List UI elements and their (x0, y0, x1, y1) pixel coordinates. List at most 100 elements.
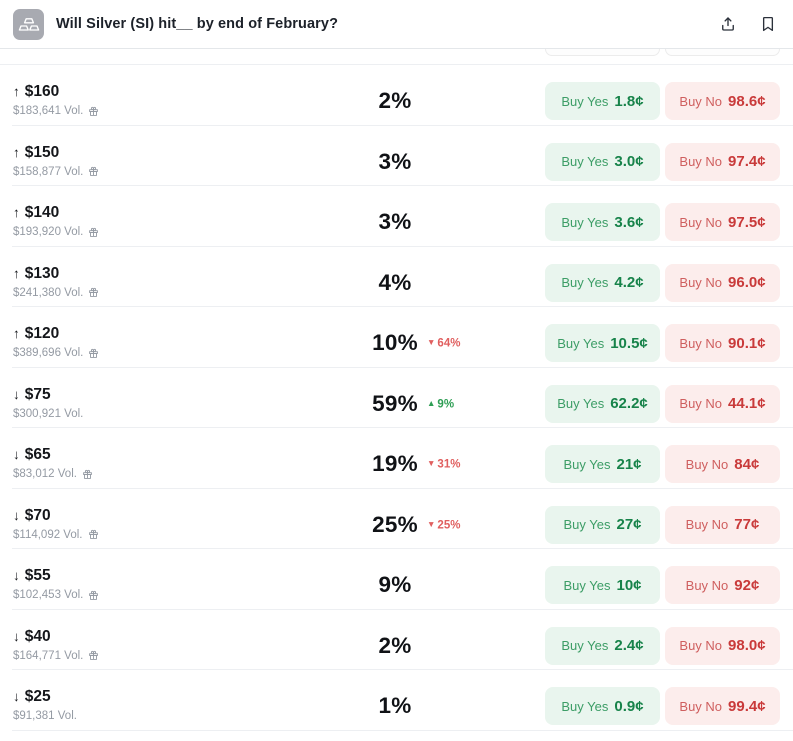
direction-arrow-icon: ↑ (13, 326, 20, 341)
outcome-volume: $164,771 Vol. (13, 649, 84, 662)
outcome-name: $130 (24, 264, 60, 282)
buy-no-label: Buy No (679, 275, 723, 290)
buy-yes-label: Buy Yes (561, 698, 609, 714)
change-triangle-icon: ▲ (427, 397, 436, 408)
outcome-volume: $158,877 Vol. (13, 165, 84, 178)
buy-no-price: 97.5¢ (728, 213, 766, 231)
buy-no-button[interactable]: Buy No 84¢ (665, 445, 780, 483)
buy-no-button[interactable]: Buy No 96.0¢ (665, 263, 780, 302)
buy-yes-button[interactable]: Buy Yes 3.0¢ (545, 142, 660, 181)
chance-percent: 10% (372, 330, 418, 355)
direction-arrow-icon: ↓ (13, 689, 20, 704)
change-triangle-icon: ▼ (427, 518, 436, 529)
direction-arrow-icon: ↓ (13, 386, 20, 402)
outcome-row: ↑ $160 $183,641 Vol. 2% Buy Yes 1.8¢ Buy… (0, 65, 793, 126)
buy-yes-price: 3.0¢ (614, 153, 644, 170)
buy-yes-button[interactable]: Buy Yes 4.2¢ (545, 263, 660, 302)
buy-yes-price: 10.5¢ (610, 334, 648, 352)
buy-yes-button[interactable]: Buy Yes 2.4¢ (545, 626, 660, 665)
chance-percent: 19% (372, 451, 418, 476)
outcome-info: ↓ $25 $91,381 Vol. (13, 687, 77, 723)
buy-yes-label: Buy Yes (561, 154, 609, 169)
outcome-row: ↓ $55 $102,453 Vol. 9% Buy Yes 10¢ Buy N… (0, 549, 793, 610)
outcome-row: ↓ $70 $114,092 Vol. 25% ▼ 25% Buy Yes 27¢… (0, 489, 793, 550)
buy-no-price: 84¢ (734, 455, 760, 473)
outcome-name: $75 (24, 385, 51, 403)
chance-percent: 2% (378, 88, 412, 113)
buy-no-button[interactable]: Buy No 97.4¢ (665, 142, 780, 181)
rewards-gift-icon[interactable] (88, 227, 99, 238)
direction-arrow-icon: ↑ (13, 144, 20, 160)
buy-yes-button[interactable]: Buy Yes 10¢ (545, 566, 660, 604)
direction-arrow-icon: ↓ (13, 507, 20, 523)
buy-no-price: 99.4¢ (728, 697, 766, 715)
buy-yes-label: Buy Yes (561, 93, 609, 109)
buy-no-button[interactable]: Buy No 77¢ (665, 505, 780, 544)
buy-yes-button[interactable]: Buy Yes 0.9¢ (545, 687, 660, 725)
buy-yes-button[interactable]: Buy Yes 3.6¢ (545, 203, 660, 241)
buy-no-price: 98.0¢ (728, 637, 766, 654)
buy-no-button[interactable]: Buy No 99.4¢ (665, 687, 780, 725)
outcome-name: $65 (24, 446, 51, 463)
buy-yes-price: 10¢ (616, 576, 642, 594)
outcome-row: ↑ $150 $158,877 Vol. 3% Buy Yes 3.0¢ Buy… (0, 126, 793, 187)
rewards-gift-icon[interactable] (88, 590, 99, 601)
rewards-gift-icon[interactable] (88, 287, 99, 298)
direction-arrow-icon: ↑ (13, 84, 20, 99)
rewards-gift-icon[interactable] (82, 469, 93, 480)
buy-no-price: 97.4¢ (728, 153, 766, 170)
market-title: Will Silver (SI) hit__ by end of Februar… (56, 16, 339, 32)
buy-yes-button[interactable]: Buy Yes 27¢ (545, 505, 660, 544)
rewards-gift-icon[interactable] (88, 106, 99, 117)
buy-yes-button[interactable]: Buy Yes 1.8¢ (545, 82, 660, 120)
outcome-row: ↓ $65 $83,012 Vol. 19% ▼ 31% Buy Yes 21¢ … (0, 428, 793, 489)
outcome-row: ↓ $40 $164,771 Vol. 2% Buy Yes 2.4¢ Buy … (0, 610, 793, 671)
bookmark-icon[interactable] (759, 15, 777, 33)
buy-no-label: Buy No (679, 214, 723, 230)
outcome-volume: $389,696 Vol. (13, 347, 84, 359)
cutoff-row-strip (0, 49, 793, 65)
outcome-info: ↑ $120 $389,696 Vol. (13, 324, 99, 360)
change-triangle-icon: ▼ (427, 457, 436, 468)
outcome-volume: $183,641 Vol. (13, 105, 84, 117)
buy-yes-button[interactable]: Buy Yes 10.5¢ (545, 324, 660, 362)
buy-no-label: Buy No (679, 93, 723, 109)
cutoff-buy-yes-button (545, 49, 660, 56)
buy-no-price: 96.0¢ (728, 274, 766, 291)
outcome-name: $160 (24, 83, 60, 100)
buy-no-price: 90.1¢ (728, 334, 766, 352)
rewards-gift-icon[interactable] (88, 166, 99, 177)
rewards-gift-icon[interactable] (88, 650, 99, 661)
share-icon[interactable] (719, 15, 737, 33)
buy-yes-button[interactable]: Buy Yes 21¢ (545, 445, 660, 483)
buy-no-price: 44.1¢ (728, 395, 766, 412)
buy-yes-label: Buy Yes (561, 638, 609, 653)
buy-yes-price: 1.8¢ (614, 92, 644, 110)
buy-yes-price: 62.2¢ (610, 395, 648, 412)
chance-change-badge: ▲ 9% (427, 397, 455, 410)
buy-yes-price: 27¢ (616, 516, 642, 533)
buy-no-label: Buy No (679, 396, 723, 411)
buy-yes-price: 21¢ (616, 455, 642, 473)
outcome-info: ↑ $140 $193,920 Vol. (13, 203, 99, 239)
buy-no-button[interactable]: Buy No 98.6¢ (665, 82, 780, 120)
buy-no-label: Buy No (679, 698, 723, 714)
chance-change-badge: ▼ 31% (427, 457, 461, 471)
outcome-info: ↑ $160 $183,641 Vol. (13, 82, 99, 118)
buy-no-button[interactable]: Buy No 44.1¢ (665, 384, 780, 423)
outcome-volume: $102,453 Vol. (13, 589, 84, 601)
buy-yes-label: Buy Yes (561, 275, 609, 290)
buy-no-label: Buy No (685, 456, 729, 472)
buy-no-button[interactable]: Buy No 97.5¢ (665, 203, 780, 241)
buy-no-button[interactable]: Buy No 90.1¢ (665, 324, 780, 362)
direction-arrow-icon: ↓ (13, 568, 20, 583)
rewards-gift-icon[interactable] (88, 348, 99, 359)
market-header: Will Silver (SI) hit__ by end of Februar… (0, 0, 793, 49)
outcome-volume: $300,921 Vol. (13, 407, 84, 420)
outcome-info: ↓ $40 $164,771 Vol. (13, 627, 99, 663)
buy-no-button[interactable]: Buy No 92¢ (665, 566, 780, 604)
rewards-gift-icon[interactable] (88, 529, 99, 540)
buy-yes-button[interactable]: Buy Yes 62.2¢ (545, 384, 660, 423)
chance-percent: 25% (372, 511, 418, 537)
buy-no-button[interactable]: Buy No 98.0¢ (665, 626, 780, 665)
